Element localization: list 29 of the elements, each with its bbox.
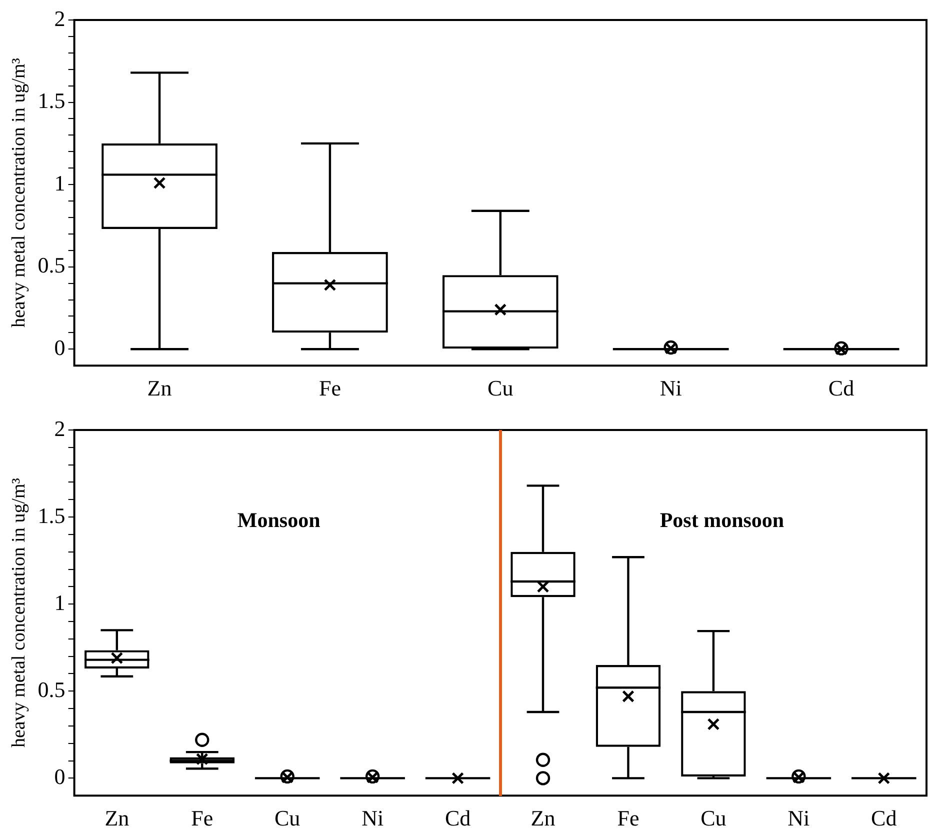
x-tick-label: Ni bbox=[362, 806, 384, 831]
x-tick-label: Cu bbox=[274, 806, 300, 831]
x-tick-label: Fe bbox=[191, 806, 214, 831]
x-tick-label: Cd bbox=[871, 806, 897, 831]
y-tick-label: 2 bbox=[54, 6, 66, 31]
y-tick-label: 2 bbox=[54, 416, 66, 441]
x-tick-label: Cu bbox=[488, 376, 514, 401]
y-axis-title: heavy metal concentration in ug/m³ bbox=[8, 58, 30, 328]
y-tick-label: 1.5 bbox=[38, 88, 66, 114]
y-tick-label: 0.5 bbox=[38, 252, 66, 278]
y-tick-label: 0.5 bbox=[38, 676, 66, 702]
x-tick-label: Zn bbox=[104, 806, 130, 831]
y-tick-label: 1.5 bbox=[38, 502, 66, 528]
annotation: Monsoon bbox=[237, 508, 321, 532]
y-tick-label: 1 bbox=[54, 170, 66, 196]
y-tick-label: 0 bbox=[54, 764, 66, 789]
y-tick-label: 0 bbox=[54, 334, 66, 360]
x-tick-label: Ni bbox=[788, 806, 810, 831]
y-axis-title: heavy metal concentration in ug/m³ bbox=[8, 478, 30, 748]
x-tick-label: Zn bbox=[147, 376, 172, 401]
x-tick-label: Ni bbox=[660, 376, 682, 401]
x-tick-label: Cd bbox=[444, 806, 471, 831]
x-tick-label: Fe bbox=[318, 376, 341, 401]
x-tick-label: Fe bbox=[617, 806, 640, 831]
y-tick-label: 1 bbox=[54, 590, 66, 615]
x-tick-label: Cd bbox=[828, 376, 854, 401]
x-tick-label: Zn bbox=[530, 806, 556, 831]
x-tick-label: Cu bbox=[700, 806, 726, 831]
annotation: Post monsoon bbox=[660, 508, 784, 532]
